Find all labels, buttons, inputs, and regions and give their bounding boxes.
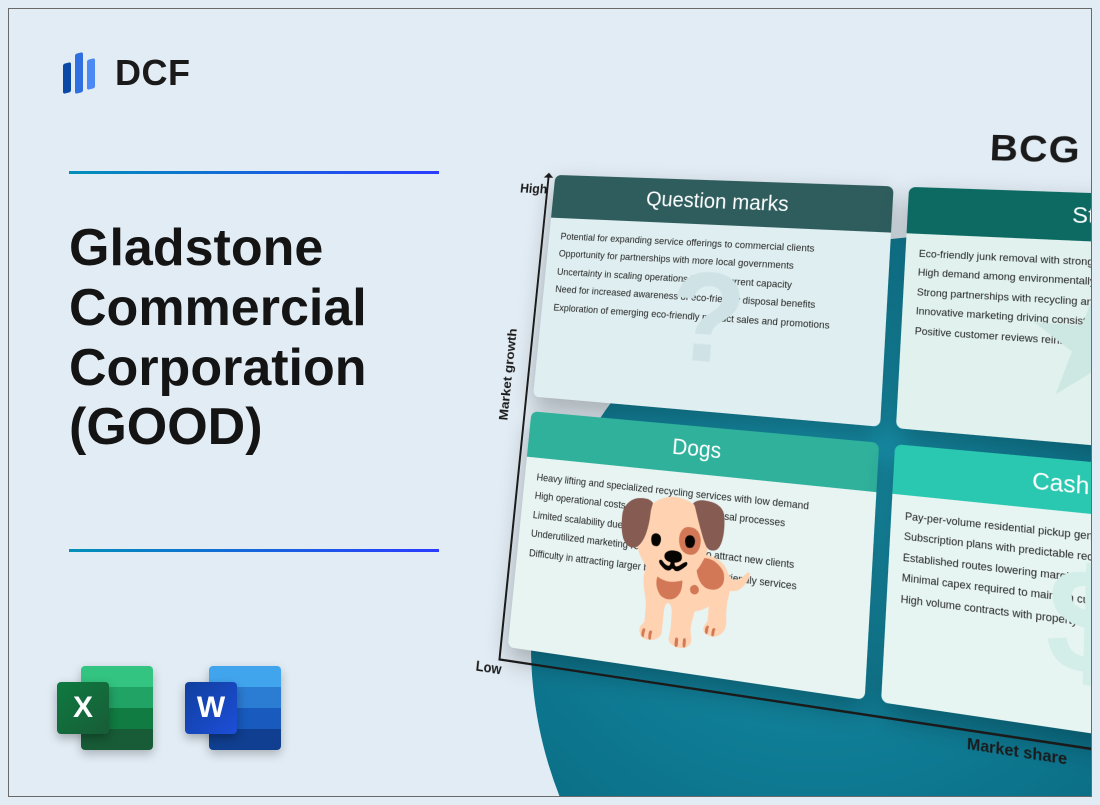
matrix-cell-stars: Stars★Eco-friendly junk removal with str… (896, 187, 1092, 464)
divider-bottom (69, 549, 439, 552)
divider-top (69, 171, 439, 174)
word-icon: W (185, 660, 281, 756)
brand-name: DCF (115, 52, 191, 94)
excel-icon: X (57, 660, 153, 756)
brand-logo: DCF (63, 49, 191, 97)
word-letter: W (185, 682, 237, 734)
matrix-heading: BCG MATRIX (557, 119, 1092, 179)
cell-body: ★Eco-friendly junk removal with strong b… (896, 233, 1092, 464)
y-axis-label: Market growth (496, 328, 520, 421)
y-axis-high: High (520, 181, 548, 197)
file-icons-row: X W (57, 660, 281, 756)
brand-bars-icon (63, 49, 105, 97)
cell-body: ?Potential for expanding service offerin… (533, 218, 891, 427)
y-axis-low: Low (475, 657, 502, 678)
excel-letter: X (57, 682, 109, 734)
matrix-cell-question-marks: Question marks?Potential for expanding s… (533, 175, 894, 427)
page-title: Gladstone Commercial Corporation (GOOD) (69, 219, 499, 458)
